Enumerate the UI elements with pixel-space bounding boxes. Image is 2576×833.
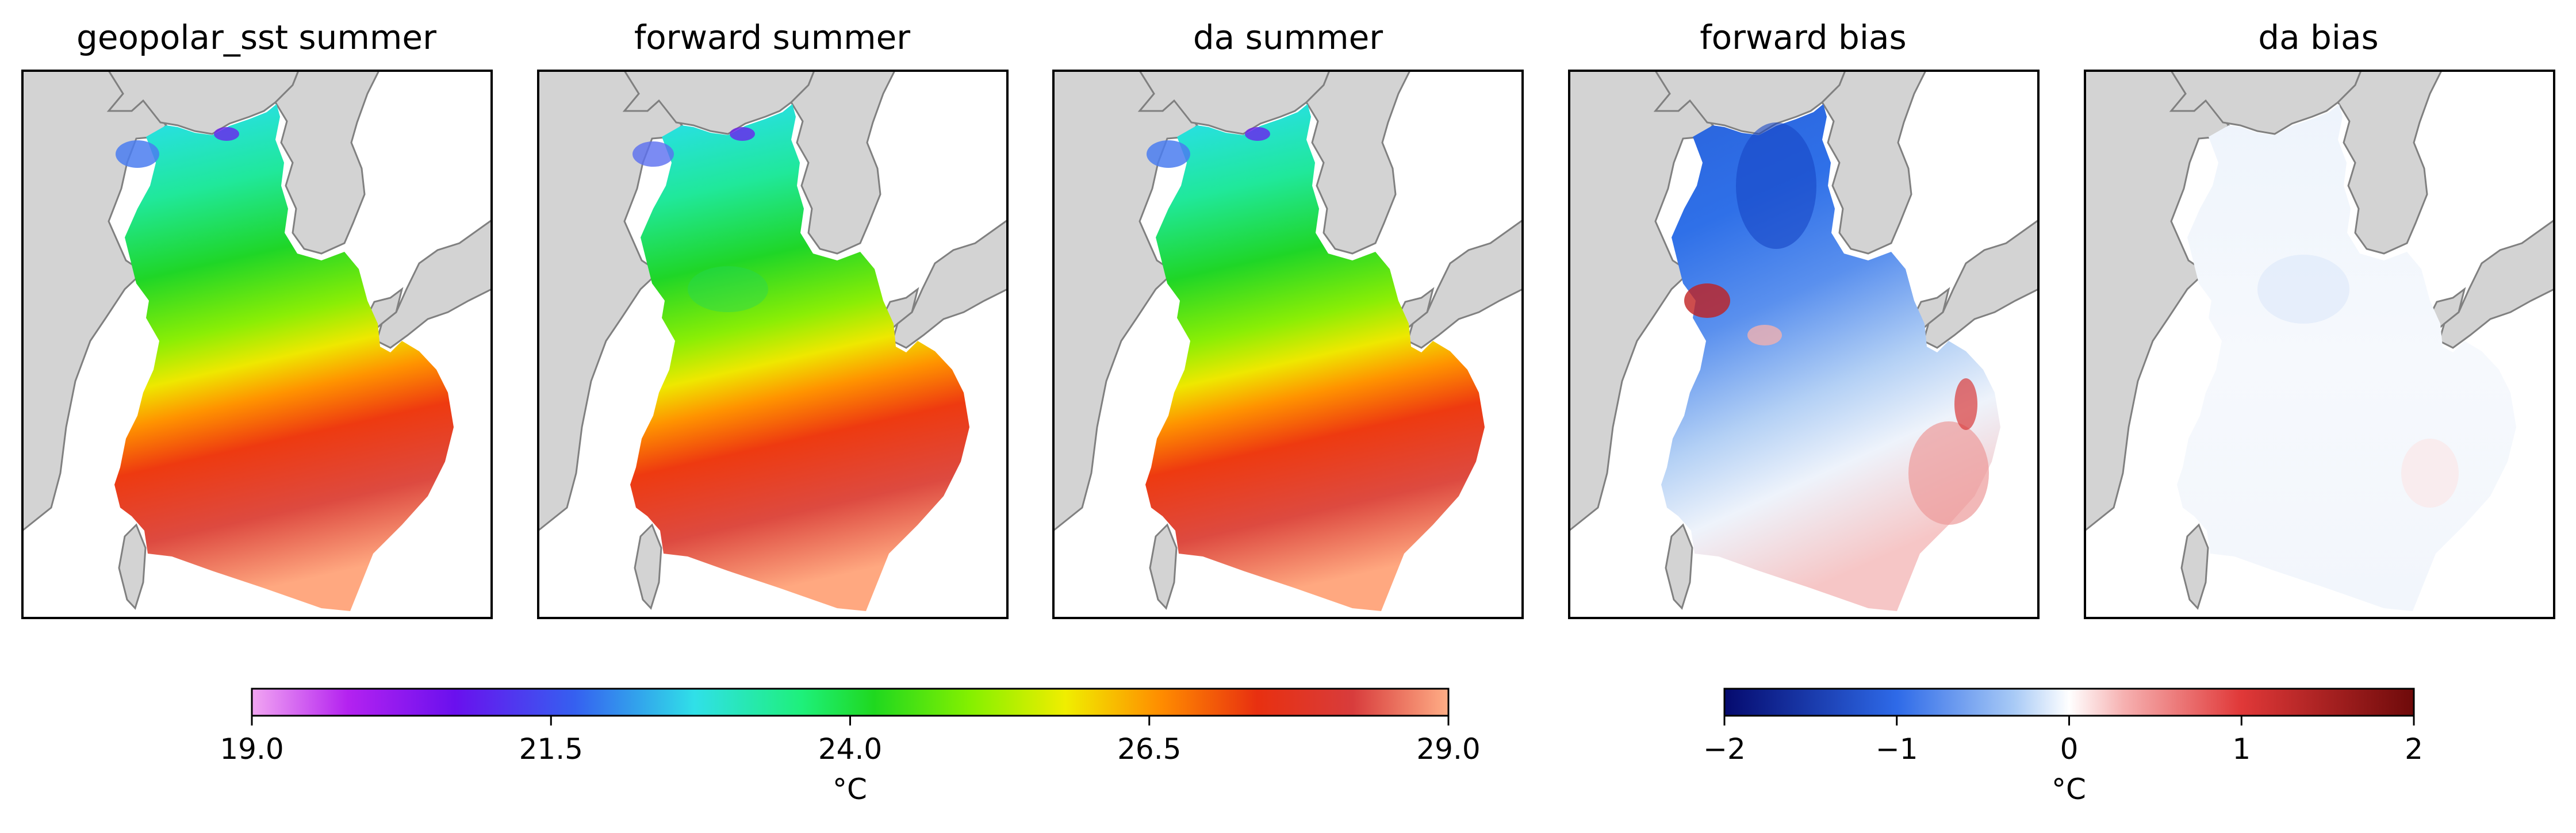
panel-title: da summer — [1193, 18, 1383, 57]
map-panel-da-bias — [2084, 70, 2555, 619]
colorbar-tick-label: 2 — [2405, 732, 2423, 766]
panel-title: forward summer — [634, 18, 910, 57]
colorbar-tick-label: 0 — [2060, 732, 2079, 766]
colorbar-tick-label: 1 — [2232, 732, 2251, 766]
colorbar-tick-label: −2 — [1703, 732, 1746, 766]
panel-title: geopolar_sst summer — [76, 18, 436, 57]
colorbar-tick-label: 29.0 — [1416, 732, 1480, 766]
colorbar-tick-label: 26.5 — [1117, 732, 1181, 766]
map-panel-forward-summer — [537, 70, 1009, 619]
panel-title: da bias — [2258, 18, 2379, 57]
map-panel-forward-bias — [1568, 70, 2040, 619]
panel-title: forward bias — [1700, 18, 1907, 57]
colorbar-tick-label: 21.5 — [519, 732, 583, 766]
map-panel-geopolar-sst — [21, 70, 493, 619]
colorbar-tick-label: −1 — [1876, 732, 1918, 766]
colorbar-bias-label: °C — [2052, 773, 2086, 806]
colorbar-temperature-label: °C — [833, 773, 867, 806]
colorbar-tick-label: 24.0 — [818, 732, 882, 766]
colorbar-temperature: 19.0 21.5 24.0 26.5 29.0 °C — [220, 688, 1481, 806]
map-panel-da-summer — [1052, 70, 1524, 619]
colorbar-tick-label: 19.0 — [220, 732, 283, 766]
colorbar-bias: −2 −1 0 1 2 °C — [1703, 688, 2423, 806]
